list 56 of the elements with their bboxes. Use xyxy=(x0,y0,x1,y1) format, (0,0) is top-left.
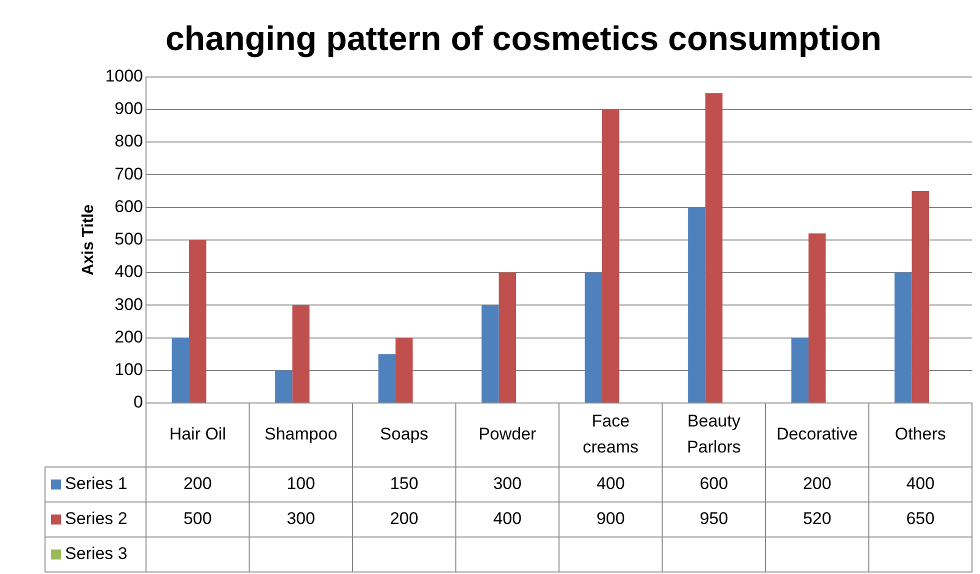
bar xyxy=(172,338,190,402)
data-label: 900 xyxy=(596,509,625,528)
bar xyxy=(189,240,206,402)
y-axis-title: Axis Title xyxy=(80,204,98,276)
bar xyxy=(498,272,516,402)
x-tick-label: Soaps xyxy=(380,424,428,444)
data-label: 300 xyxy=(493,474,522,494)
legend-label: Series 3 xyxy=(65,544,128,564)
bar xyxy=(292,305,310,402)
y-tick-label: 1000 xyxy=(105,66,144,86)
y-tick-label: 400 xyxy=(114,262,144,282)
chart-title: changing pattern of cosmetics consumption xyxy=(166,20,882,58)
x-tick-label: Face creams xyxy=(582,412,638,457)
data-label: 500 xyxy=(183,509,212,528)
legend-label: Series 2 xyxy=(65,509,128,528)
x-tick-label: Shampoo xyxy=(264,424,338,444)
x-tick-label: Powder xyxy=(478,424,537,444)
x-tick-label: Hair Oil xyxy=(169,424,226,444)
data-label: 600 xyxy=(700,474,728,494)
data-label: 300 xyxy=(286,509,316,528)
data-label: 400 xyxy=(596,474,625,494)
x-tick-label: Decorative xyxy=(776,424,858,444)
bar xyxy=(912,190,929,402)
y-tick-label: 300 xyxy=(114,294,144,314)
y-tick-label: 900 xyxy=(114,99,144,118)
data-label: 950 xyxy=(700,509,728,528)
bar xyxy=(275,370,292,402)
bar xyxy=(688,207,706,402)
bar xyxy=(396,338,413,402)
y-tick-label: 100 xyxy=(114,360,144,380)
data-label: 200 xyxy=(390,509,418,528)
data-label: 100 xyxy=(286,474,316,494)
bar xyxy=(584,272,602,402)
y-tick-label: 0 xyxy=(134,392,144,412)
bar xyxy=(378,354,396,402)
data-label: 150 xyxy=(390,474,418,494)
bar xyxy=(482,305,499,402)
x-tick-label: Others xyxy=(894,424,946,444)
data-label: 400 xyxy=(493,509,522,528)
y-tick-label: 200 xyxy=(114,327,144,346)
data-label: 650 xyxy=(906,509,935,528)
data-label: 200 xyxy=(183,474,212,494)
bar xyxy=(705,93,722,402)
data-label: 400 xyxy=(906,474,935,494)
y-tick-label: 600 xyxy=(114,196,144,216)
data-label: 520 xyxy=(802,509,832,528)
x-tick-label: Beauty Parlors xyxy=(686,412,741,457)
bar xyxy=(894,272,912,402)
y-tick-label: 800 xyxy=(114,132,144,151)
y-tick-label: 500 xyxy=(114,230,144,249)
legend-label: Series 1 xyxy=(65,474,128,494)
bar xyxy=(808,233,826,402)
data-label: 200 xyxy=(802,474,832,494)
y-tick-label: 700 xyxy=(114,164,144,184)
bar xyxy=(602,109,620,402)
bar xyxy=(791,338,809,402)
